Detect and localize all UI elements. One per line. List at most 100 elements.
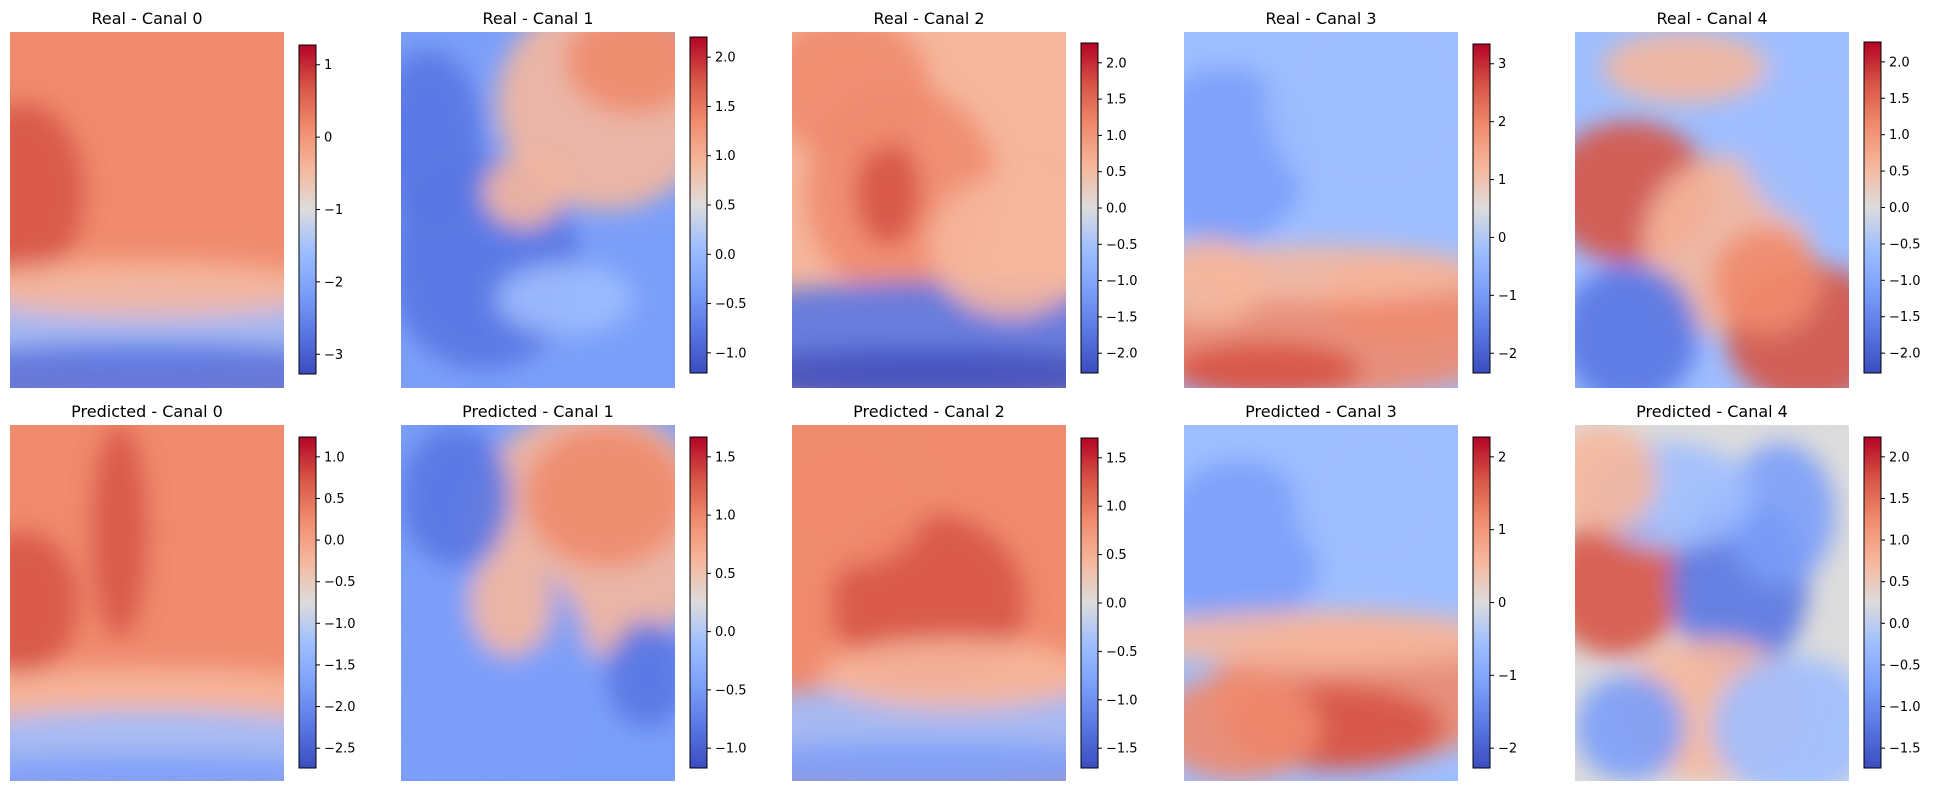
colorbar-tick-label: 1.5	[1889, 492, 1910, 507]
colorbar-tick-label: 1.0	[715, 149, 736, 164]
colorbar-tick-label: 0.5	[715, 567, 736, 582]
colorbar-tick-label: −1.0	[715, 346, 747, 361]
colorbar	[298, 44, 317, 375]
colorbar-tick-label: 1.0	[1106, 129, 1127, 144]
colorbar-tick-label: −2.5	[324, 742, 356, 757]
subplot: Real - Canal 4 2.0 1.5 1.0 0.5 0.0 −0.5 −1.0 −1.…	[1575, 9, 1921, 388]
colorbar-tick-label: −2	[324, 275, 343, 290]
colorbar-tick-label: 0.0	[1889, 617, 1910, 632]
colorbar-tick-label: 1.0	[715, 509, 736, 524]
colorbar-tick-label: 2.0	[1889, 55, 1910, 70]
subplot-title: Predicted - Canal 2	[853, 402, 1005, 421]
colorbar	[1863, 436, 1882, 769]
colorbar-tick-label: 0.0	[1106, 597, 1127, 612]
colorbar-tick-label: −3	[324, 348, 343, 363]
colorbar-tick-label: 0.0	[324, 534, 345, 549]
colorbar-tick-label: −1	[1498, 289, 1517, 304]
colorbar-tick-label: 0.0	[715, 248, 736, 263]
colorbar-tick-label: −1	[1498, 669, 1517, 684]
subplot-title: Predicted - Canal 0	[71, 402, 223, 421]
colorbar-tick-label: −1.5	[1889, 742, 1921, 757]
colorbar	[689, 436, 708, 769]
colorbar-tick-label: −2.0	[324, 700, 356, 715]
colorbar-tick-label: 1.5	[715, 100, 736, 115]
colorbar-tick-label: 1.5	[1106, 451, 1127, 466]
subplot: Predicted - Canal 0 1.0 0.5 0.0 −0.5 −1.0 −1.5…	[10, 402, 356, 781]
colorbar-tick-label: 2	[1498, 115, 1506, 130]
colorbar-tick-label: −1.0	[324, 617, 356, 632]
heatmap-image	[1575, 32, 1849, 388]
heatmap-image	[401, 425, 675, 781]
colorbar-tick-label: 0.0	[1889, 201, 1910, 216]
colorbar-tick-label: 1	[1498, 523, 1506, 538]
subplot-title: Predicted - Canal 1	[462, 402, 614, 421]
colorbar-tick-label: −1.5	[1889, 310, 1921, 325]
colorbar-tick-label: 1.5	[1889, 92, 1910, 107]
colorbar	[298, 436, 317, 769]
colorbar-tick-label: 1.0	[1889, 534, 1910, 549]
colorbar-tick-label: 2.0	[1106, 56, 1127, 71]
subplot-title: Predicted - Canal 4	[1636, 402, 1788, 421]
colorbar-tick-label: −1.0	[715, 742, 747, 757]
colorbar-tick-label: −0.5	[1889, 237, 1921, 252]
colorbar-tick-label: 0.5	[1889, 575, 1910, 590]
colorbar-tick-label: −1.0	[1106, 693, 1138, 708]
subplot: Real - Canal 1 2.0 1.5 1.0 0.5 0.0 −0.5 −1.0	[401, 9, 747, 388]
colorbar-tick-label: 0.5	[324, 492, 345, 507]
colorbar-tick-label: −2.0	[1106, 347, 1138, 362]
colorbar	[1080, 42, 1099, 374]
colorbar-tick-label: 1.5	[715, 450, 736, 465]
colorbar-tick-label: −1.5	[324, 658, 356, 673]
colorbar-tick-label: −1.5	[1106, 742, 1138, 757]
colorbar-tick-label: 0.0	[1106, 202, 1127, 217]
colorbar-tick-label: −0.5	[1106, 645, 1138, 660]
colorbar-tick-label: −2	[1498, 347, 1517, 362]
subplot-title: Predicted - Canal 3	[1245, 402, 1397, 421]
colorbar-tick-label: 1.5	[1106, 93, 1127, 108]
subplot-title: Real - Canal 1	[482, 9, 593, 28]
colorbar-tick-label: 2.0	[715, 51, 736, 66]
colorbar	[1863, 41, 1882, 374]
heatmap-image	[401, 32, 675, 388]
colorbar-tick-label: −0.5	[1889, 658, 1921, 673]
subplot-title: Real - Canal 0	[91, 9, 202, 28]
colorbar-tick-label: 0.5	[715, 199, 736, 214]
colorbar-tick-label: −0.5	[715, 297, 747, 312]
colorbar-tick-label: −1.0	[1889, 274, 1921, 289]
subplot: Predicted - Canal 3 2 1 0 −1 −2	[1184, 402, 1517, 781]
subplot: Real - Canal 2 2.0 1.5 1.0 0.5 0.0 −0.5 −1.0 −1.…	[792, 9, 1138, 388]
subplot-title: Real - Canal 2	[873, 9, 984, 28]
subplot: Predicted - Canal 2 1.5 1.0 0.5 0.0 −0.5 −1.0 −…	[792, 402, 1138, 781]
subplot-title: Real - Canal 4	[1656, 9, 1767, 28]
colorbar-tick-label: −2	[1498, 742, 1517, 757]
subplot: Predicted - Canal 1 1.5 1.0 0.5 0.0 −0.5 −1.0	[401, 402, 747, 781]
colorbar	[1080, 437, 1099, 769]
colorbar-tick-label: 1	[1498, 173, 1506, 188]
heatmap-image	[1184, 425, 1458, 781]
colorbar-tick-label: 0.5	[1889, 165, 1910, 180]
heatmap-image	[10, 425, 284, 781]
colorbar-tick-label: 0.5	[1106, 548, 1127, 563]
heatmap-image	[792, 32, 1066, 388]
colorbar-tick-label: −0.5	[324, 575, 356, 590]
heatmap-image	[1575, 425, 1849, 781]
colorbar-tick-label: 0.5	[1106, 165, 1127, 180]
colorbar-tick-label: −2.0	[1889, 347, 1921, 362]
subplot: Real - Canal 0 1 0 −1 −2 −3	[10, 9, 343, 388]
colorbar-tick-label: 0	[1498, 231, 1506, 246]
subplot-title: Real - Canal 3	[1265, 9, 1376, 28]
colorbar-tick-label: 3	[1498, 57, 1506, 72]
colorbar-tick-label: 2.0	[1889, 450, 1910, 465]
colorbar-tick-label: −0.5	[1106, 238, 1138, 253]
colorbar-tick-label: −1.5	[1106, 310, 1138, 325]
colorbar-tick-label: −0.5	[715, 683, 747, 698]
colorbar	[689, 36, 708, 374]
colorbar-tick-label: 1.0	[1889, 128, 1910, 143]
colorbar-tick-label: 0	[1498, 596, 1506, 611]
colorbar-tick-label: 0	[324, 131, 332, 146]
colorbar-tick-label: 2	[1498, 450, 1506, 465]
colorbar-tick-label: 1.0	[1106, 500, 1127, 515]
colorbar-tick-label: 0.0	[715, 625, 736, 640]
colorbar-tick-label: −1	[324, 203, 343, 218]
